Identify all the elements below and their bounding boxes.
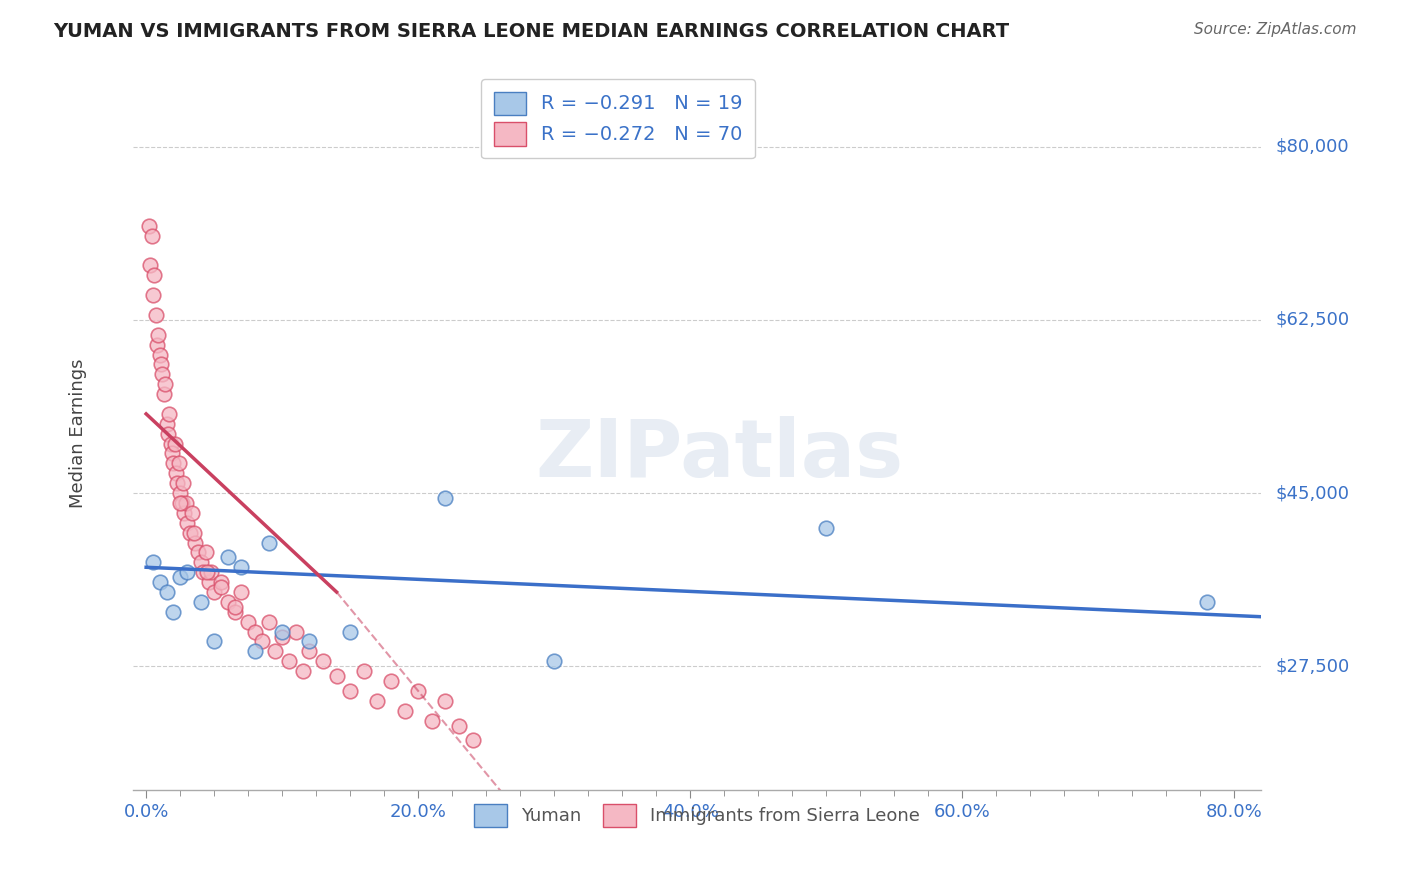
Point (257, 615, 280, 629)
Point (174, 496, 197, 510)
Point (143, 268, 166, 283)
Point (142, 288, 165, 302)
Point (278, 654, 301, 668)
Point (162, 605, 184, 619)
Point (200, 565, 222, 579)
Point (202, 585, 225, 599)
Point (183, 525, 205, 540)
Point (169, 486, 191, 500)
Point (173, 506, 195, 520)
Point (394, 704, 416, 718)
Point (190, 595, 212, 609)
Point (169, 570, 191, 584)
Text: Median Earnings: Median Earnings (69, 359, 87, 508)
Point (195, 545, 218, 559)
Point (167, 456, 190, 470)
Point (236, 615, 259, 629)
Point (181, 506, 204, 520)
Point (434, 694, 457, 708)
Point (160, 446, 183, 460)
Point (447, 718, 470, 732)
Point (187, 545, 209, 559)
Point (150, 358, 173, 372)
Point (1197, 595, 1219, 609)
Point (284, 624, 307, 639)
Text: $80,000: $80,000 (1275, 137, 1348, 156)
Text: ZIPatlas: ZIPatlas (536, 416, 904, 494)
Text: $45,000: $45,000 (1275, 484, 1348, 502)
Text: Source: ZipAtlas.com: Source: ZipAtlas.com (1194, 22, 1357, 37)
Point (420, 714, 443, 728)
Point (139, 259, 162, 273)
Point (179, 525, 201, 540)
Point (149, 347, 172, 361)
Point (325, 669, 347, 683)
Text: $27,500: $27,500 (1275, 657, 1350, 675)
Point (162, 456, 184, 470)
Point (224, 605, 246, 619)
Point (209, 575, 232, 590)
Text: YUMAN VS IMMIGRANTS FROM SIERRA LEONE MEDIAN EARNINGS CORRELATION CHART: YUMAN VS IMMIGRANTS FROM SIERRA LEONE ME… (53, 22, 1010, 41)
Point (434, 491, 457, 505)
Point (271, 630, 294, 644)
Point (243, 624, 266, 639)
Point (250, 634, 273, 648)
Point (312, 654, 335, 668)
Point (243, 644, 266, 658)
Point (155, 417, 177, 431)
Point (184, 535, 207, 549)
Point (543, 654, 565, 668)
Point (155, 585, 177, 599)
Point (176, 516, 198, 530)
Point (146, 337, 169, 351)
Point (264, 644, 287, 658)
Point (148, 327, 170, 342)
Point (193, 565, 215, 579)
Point (353, 664, 375, 678)
Text: $62,500: $62,500 (1275, 311, 1350, 329)
Point (461, 733, 484, 747)
Point (165, 467, 187, 481)
Point (815, 521, 838, 535)
Point (153, 387, 176, 401)
Point (231, 560, 253, 574)
Point (217, 595, 239, 609)
Point (142, 555, 165, 569)
Point (406, 684, 429, 698)
Point (195, 565, 218, 579)
Point (271, 624, 294, 639)
Point (190, 555, 212, 569)
Point (257, 535, 280, 549)
Point (172, 476, 194, 491)
Point (209, 580, 232, 594)
Point (202, 634, 225, 648)
Point (156, 426, 179, 441)
Point (217, 550, 239, 565)
Legend: Yuman, Immigrants from Sierra Leone: Yuman, Immigrants from Sierra Leone (467, 797, 927, 834)
Point (231, 585, 253, 599)
Point (339, 684, 361, 698)
Point (138, 219, 160, 233)
Point (166, 476, 188, 491)
Point (339, 624, 361, 639)
Point (224, 599, 246, 614)
Point (170, 496, 193, 510)
Point (141, 228, 163, 243)
Point (145, 308, 167, 322)
Point (157, 407, 180, 421)
Point (366, 694, 388, 708)
Point (176, 565, 198, 579)
Point (169, 496, 191, 510)
Point (298, 644, 321, 658)
Point (197, 575, 219, 590)
Point (153, 377, 176, 392)
Point (163, 436, 186, 450)
Point (152, 368, 174, 382)
Point (380, 674, 402, 689)
Point (291, 664, 314, 678)
Point (159, 436, 181, 450)
Point (149, 575, 172, 590)
Point (298, 634, 321, 648)
